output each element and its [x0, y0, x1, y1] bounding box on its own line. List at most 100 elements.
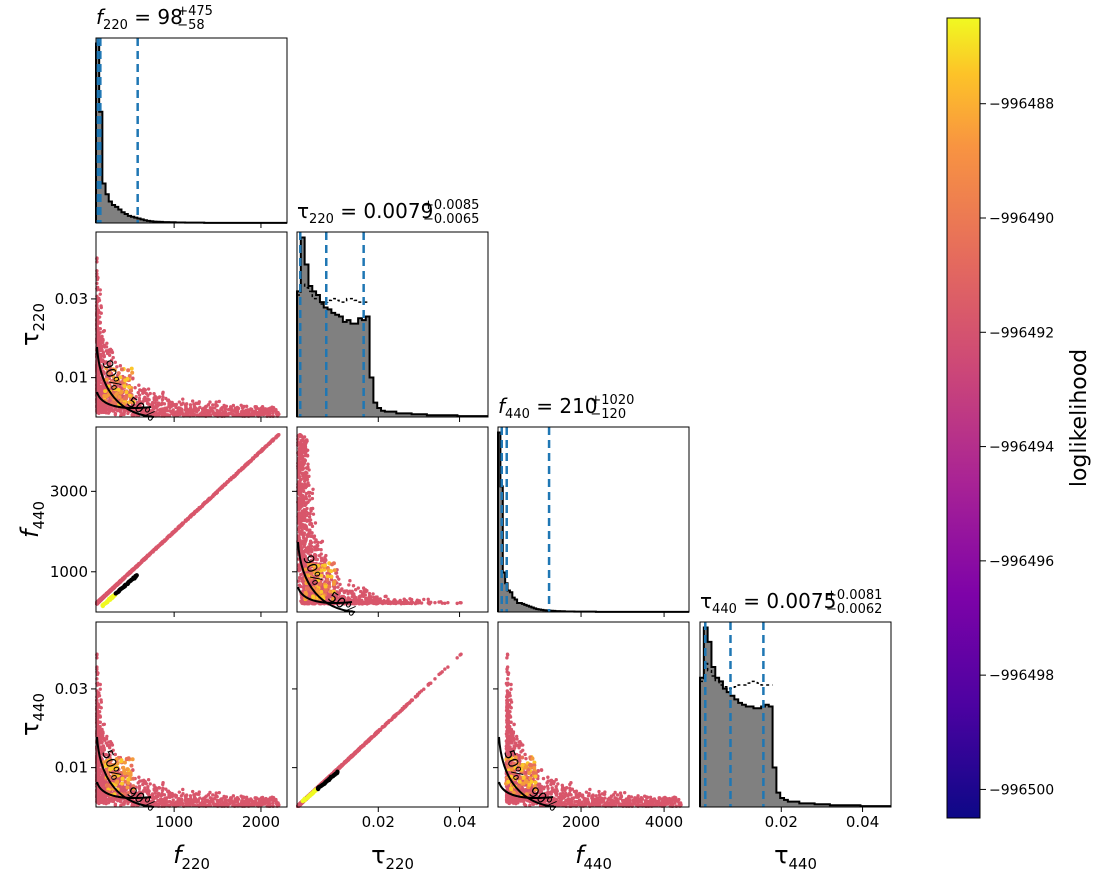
title-upper-error: +0.0085 — [423, 198, 479, 213]
scatter-point — [164, 406, 169, 410]
scatter-point — [97, 321, 101, 325]
scatter-point — [111, 355, 115, 360]
scatter-hot-point — [126, 368, 131, 373]
scatter-point — [190, 399, 195, 403]
scatter-point — [97, 411, 101, 415]
scatter-point — [188, 407, 193, 412]
scatter-point — [112, 408, 116, 412]
scatter-point — [255, 411, 259, 416]
scatter-point — [195, 509, 199, 513]
scatter-point — [202, 406, 206, 410]
scatter-point — [300, 482, 304, 486]
scatter-point — [274, 434, 279, 439]
scatter-hot-point — [127, 384, 132, 389]
scatter-point — [274, 412, 279, 416]
scatter-point — [306, 462, 310, 466]
scatter-point — [99, 407, 104, 411]
scatter-point — [141, 782, 145, 787]
scatter-point — [107, 590, 112, 594]
scatter-point — [151, 549, 155, 553]
scatter-point — [100, 391, 104, 395]
scatter-point — [383, 594, 387, 599]
scatter-point — [184, 405, 188, 410]
scatter-point — [338, 582, 342, 587]
scatter-point — [97, 315, 102, 319]
scatter-point — [197, 400, 201, 404]
scatter-point — [274, 797, 278, 802]
scatter-point — [369, 595, 373, 599]
scatter-point — [141, 391, 145, 395]
scatter-point — [151, 403, 155, 407]
scatter-hot-point — [104, 377, 109, 382]
title-upper-error: +475 — [177, 4, 213, 19]
scatter-point — [137, 396, 142, 401]
scatter-point — [95, 384, 100, 389]
scatter-point — [222, 405, 226, 409]
scatter-point — [211, 793, 215, 797]
scatter-point — [458, 600, 462, 605]
scatter-point — [105, 375, 109, 379]
scatter-hot-point — [109, 379, 114, 384]
scatter-point — [440, 601, 444, 605]
scatter-hot-point — [127, 393, 132, 398]
scatter-point — [161, 411, 165, 415]
scatter-point — [207, 411, 211, 415]
scatter-point — [167, 401, 171, 405]
scatter-point — [297, 492, 302, 497]
scatter-point — [101, 722, 105, 727]
scatter-point — [302, 518, 307, 523]
scatter-point — [159, 402, 164, 407]
scatter-point — [359, 600, 364, 605]
scatter-point — [248, 412, 252, 417]
scatter-point — [297, 583, 302, 587]
scatter-point — [297, 536, 301, 540]
scatter-point — [302, 515, 307, 519]
scatter-point — [301, 448, 305, 453]
scatter-point — [156, 401, 161, 405]
panel-f220-tau220: 90%50%0.010.03 — [55, 231, 288, 425]
scatter-point — [364, 597, 368, 601]
scatter-point — [308, 530, 312, 534]
scatter-point — [259, 448, 264, 453]
scatter-point — [146, 784, 150, 789]
scatter-point — [358, 594, 363, 598]
scatter-point — [133, 386, 137, 390]
scatter-point — [299, 489, 303, 493]
scatter-point — [367, 591, 372, 596]
scatter-hot-point — [119, 389, 124, 394]
panel-title: f440 = 210 — [498, 394, 598, 422]
scatter-hot-point — [332, 568, 337, 573]
scatter-point — [174, 410, 178, 414]
scatter-hot-point — [323, 584, 328, 589]
scatter-point — [309, 534, 313, 539]
scatter-point — [215, 403, 219, 408]
scatter-point — [174, 405, 178, 410]
scatter-hot-point — [122, 384, 127, 389]
scatter-point — [346, 591, 350, 596]
scatter-point — [240, 406, 245, 410]
scatter-point — [220, 485, 224, 490]
scatter-point — [446, 600, 450, 605]
scatter-point — [156, 544, 160, 548]
scatter-point — [304, 466, 309, 470]
scatter-point — [299, 439, 303, 443]
scatter-hot-point — [331, 561, 336, 566]
panel-tau220-f440: 90%50% — [292, 426, 489, 620]
scatter-point — [172, 402, 176, 407]
histogram-dotted-outline — [297, 283, 370, 305]
scatter-point — [351, 584, 356, 588]
scatter-point — [305, 471, 309, 475]
scatter-point — [220, 411, 224, 416]
scatter-point — [300, 471, 304, 476]
scatter-hot-point — [305, 586, 310, 591]
scatter-point — [243, 411, 248, 415]
scatter-point — [153, 400, 158, 405]
scatter-point — [305, 601, 310, 606]
scatter-point — [311, 487, 315, 491]
scatter-point — [161, 394, 165, 399]
scatter-point — [251, 413, 256, 417]
scatter-point — [180, 408, 184, 412]
scatter-point — [256, 407, 261, 411]
scatter-point — [100, 387, 105, 391]
